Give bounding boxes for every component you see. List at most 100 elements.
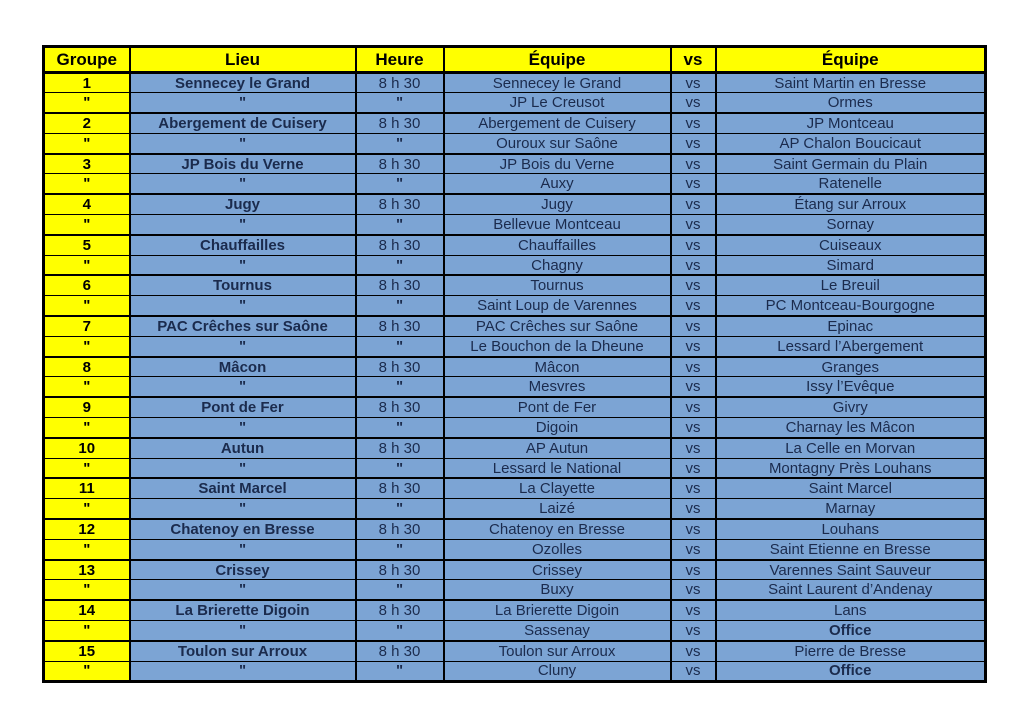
table-row: " " " Buxy vs Saint Laurent d’Andenay [42,579,987,601]
lieu-cell: Chatenoy en Bresse [128,518,357,540]
equipe-home-cell: Chatenoy en Bresse [442,518,672,540]
lieu-cell: Mâcon [128,355,357,378]
table-row: 12 Chatenoy en Bresse 8 h 30 Chatenoy en Br… [42,518,987,540]
lieu-cell: Pont de Fer [128,396,357,419]
vs-cell: vs [669,92,717,114]
equipe-home-cell: Mâcon [442,355,672,378]
groupe-cell: " [42,417,131,439]
heure-cell: " [354,620,445,642]
groupe-cell: 4 [42,193,131,216]
equipe-away-cell: Étang sur Arroux [714,193,987,216]
equipe-home-cell: La Clayette [442,477,672,500]
equipe-home-cell: Chauffailles [442,233,672,256]
lieu-cell: " [128,173,357,195]
equipe-away-cell: Givry [714,396,987,419]
table-row: " " " Laizé vs Marnay [42,498,987,520]
table-row: 4 Jugy 8 h 30 Jugy vs Étang sur Arroux [42,193,987,216]
equipe-away-cell: Montagny Près Louhans [714,457,987,479]
col-header-lieu: Lieu [128,46,357,74]
table-row: 14 La Brierette Digoin 8 h 30 La Brierette … [42,599,987,622]
lieu-cell: JP Bois du Verne [128,152,357,175]
vs-cell: vs [669,518,717,540]
heure-cell: 8 h 30 [354,112,445,134]
equipe-away-cell: Varennes Saint Sauveur [714,558,987,581]
equipe-home-cell: AP Autun [442,436,672,459]
heure-cell: " [354,457,445,479]
lieu-cell: " [128,376,357,398]
lieu-cell: Saint Marcel [128,477,357,500]
vs-cell: vs [669,660,717,682]
table-row: 3 JP Bois du Verne 8 h 30 JP Bois du Verne v… [42,152,987,175]
equipe-home-cell: Lessard le National [442,457,672,479]
groupe-cell: 9 [42,396,131,419]
table-row: " " " Chagny vs Simard [42,254,987,276]
lieu-cell: Jugy [128,193,357,216]
col-header-equipe-home: Équipe [442,46,672,74]
equipe-away-cell: Office [714,620,987,642]
vs-cell: vs [669,599,717,622]
equipe-home-cell: Chagny [442,254,672,276]
vs-cell: vs [669,477,717,500]
equipe-home-cell: Jugy [442,193,672,216]
equipe-away-cell: Le Breuil [714,274,987,297]
equipe-home-cell: Ouroux sur Saône [442,132,672,155]
header-row: Groupe Lieu Heure Équipe vs Équipe [42,46,987,74]
equipe-away-cell: Saint Martin en Bresse [714,71,987,94]
groupe-cell: " [42,214,131,236]
equipe-away-cell: Office [714,660,987,682]
heure-cell: 8 h 30 [354,477,445,500]
table-row: " " " Cluny vs Office [42,660,987,682]
groupe-cell: 5 [42,233,131,256]
lieu-cell: PAC Crêches sur Saône [128,315,357,337]
groupe-cell: " [42,173,131,195]
lieu-cell: Toulon sur Arroux [128,639,357,662]
groupe-cell: 3 [42,152,131,175]
vs-cell: vs [669,620,717,642]
groupe-cell: 6 [42,274,131,297]
heure-cell: 8 h 30 [354,71,445,94]
heure-cell: 8 h 30 [354,193,445,216]
equipe-home-cell: Cluny [442,660,672,682]
col-header-vs: vs [669,46,717,74]
groupe-cell: " [42,254,131,276]
heure-cell: " [354,254,445,276]
heure-cell: 8 h 30 [354,233,445,256]
groupe-cell: " [42,92,131,114]
vs-cell: vs [669,457,717,479]
vs-cell: vs [669,639,717,662]
heure-cell: " [354,295,445,317]
col-header-equipe-away: Équipe [714,46,987,74]
table-row: 11 Saint Marcel 8 h 30 La Clayette vs Saint M… [42,477,987,500]
equipe-home-cell: Bellevue Montceau [442,214,672,236]
equipe-home-cell: PAC Crêches sur Saône [442,315,672,337]
lieu-cell: Crissey [128,558,357,581]
groupe-cell: 15 [42,639,131,662]
table-row: " " " Sassenay vs Office [42,620,987,642]
vs-cell: vs [669,71,717,94]
heure-cell: 8 h 30 [354,436,445,459]
groupe-cell: " [42,295,131,317]
vs-cell: vs [669,295,717,317]
equipe-home-cell: Auxy [442,173,672,195]
table-row: " " " Bellevue Montceau vs Sornay [42,214,987,236]
equipe-home-cell: Digoin [442,417,672,439]
table-row: " " " Digoin vs Charnay les Mâcon [42,417,987,439]
table-row: " " " Ouroux sur Saône vs AP Chalon Boucicaut [42,132,987,155]
lieu-cell: La Brierette Digoin [128,599,357,622]
heure-cell: 8 h 30 [354,355,445,378]
heure-cell: 8 h 30 [354,599,445,622]
table-row: 9 Pont de Fer 8 h 30 Pont de Fer vs Givry [42,396,987,419]
groupe-cell: 11 [42,477,131,500]
equipe-away-cell: Pierre de Bresse [714,639,987,662]
table-row: 8 Mâcon 8 h 30 Mâcon vs Granges [42,355,987,378]
groupe-cell: 12 [42,518,131,540]
heure-cell: " [354,335,445,358]
equipe-home-cell: Sassenay [442,620,672,642]
table-row: 1 Sennecey le Grand 8 h 30 Sennecey le Gran… [42,71,987,94]
equipe-home-cell: Tournus [442,274,672,297]
table-row: " " " Ozolles vs Saint Etienne en Bresse [42,538,987,561]
groupe-cell: " [42,335,131,358]
vs-cell: vs [669,254,717,276]
heure-cell: " [354,538,445,561]
